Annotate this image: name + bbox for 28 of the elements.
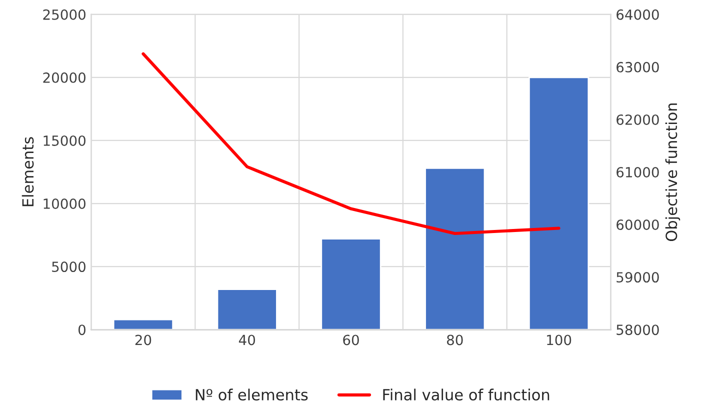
y2-tick-label: 60000	[616, 220, 659, 230]
x-tick-label: 100	[547, 334, 572, 346]
y2-tick-label: 59000	[616, 272, 659, 283]
y-tick-label: 5000	[52, 262, 86, 272]
y2-tick-label: 63000	[616, 62, 659, 72]
bar	[424, 168, 486, 330]
x-tick-label: 80	[447, 334, 463, 346]
y2-axis-title: Objective function	[665, 103, 680, 242]
y2-tick-label: 64000	[616, 9, 659, 20]
line-series	[142, 52, 560, 235]
legend-label: Nº of elements	[196, 388, 308, 400]
x-tick-label: 40	[238, 334, 256, 346]
y-axis-title: Elements	[22, 137, 34, 206]
y-tick-label: 0	[78, 324, 86, 336]
y-tick-label: 20000	[43, 72, 86, 83]
x-tick-label: 60	[343, 334, 359, 346]
y2-tick-label: 58000	[616, 324, 659, 336]
x-tick-label: 20	[135, 334, 152, 346]
bar	[112, 318, 174, 330]
y-tick-label: 15000	[44, 135, 86, 146]
bar	[216, 288, 278, 330]
y-tick-label: 25000	[43, 9, 86, 20]
legend-label: Final value of function	[383, 388, 550, 400]
y2-tick-label: 61000	[616, 166, 659, 178]
bar	[320, 238, 382, 330]
y2-tick-label: 62000	[616, 114, 659, 125]
bar	[528, 76, 590, 330]
y-tick-label: 10000	[44, 198, 86, 209]
